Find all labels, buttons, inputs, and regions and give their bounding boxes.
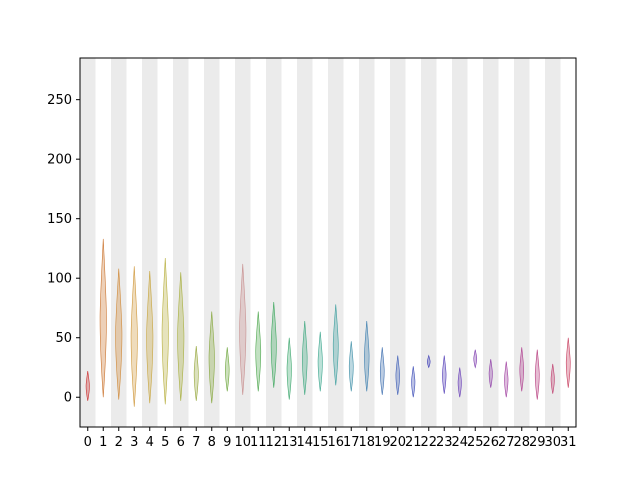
violin-6: [177, 272, 185, 401]
violin-25: [473, 349, 478, 369]
band-0: [80, 58, 96, 427]
x-tick-label-0: 0: [84, 435, 92, 450]
y-tick-label-250: 250: [47, 93, 72, 108]
violin-19: [379, 347, 385, 395]
band-26: [483, 58, 499, 427]
x-tick-label-31: 31: [560, 435, 577, 450]
x-tick-label-3: 3: [130, 435, 138, 450]
x-tick-label-17: 17: [343, 435, 360, 450]
band-4: [142, 58, 158, 427]
band-8: [204, 58, 220, 427]
y-tick-label-150: 150: [47, 212, 72, 227]
x-tick-label-5: 5: [161, 435, 169, 450]
background-bands: [80, 58, 561, 427]
violin-series: [85, 238, 571, 407]
x-tick-label-8: 8: [208, 435, 216, 450]
violin-1: [99, 238, 107, 398]
violin-23: [442, 355, 447, 394]
y-tick-label-0: 0: [64, 391, 72, 406]
x-tick-label-30: 30: [544, 435, 561, 450]
x-tick-label-25: 25: [467, 435, 484, 450]
violin-7: [193, 346, 199, 401]
x-tick-label-23: 23: [436, 435, 453, 450]
violin-28: [519, 347, 524, 392]
violin-31: [565, 337, 571, 388]
band-20: [390, 58, 406, 427]
violin-9: [225, 347, 230, 392]
band-16: [328, 58, 344, 427]
violin-29: [534, 349, 540, 400]
x-tick-label-13: 13: [281, 435, 298, 450]
x-tick-label-26: 26: [482, 435, 499, 450]
x-tick-label-4: 4: [146, 435, 154, 450]
band-6: [173, 58, 189, 427]
violin-22: [427, 354, 431, 369]
x-tick-label-15: 15: [312, 435, 329, 450]
x-tick-label-12: 12: [265, 435, 282, 450]
violin-5: [161, 257, 169, 405]
x-tick-label-11: 11: [250, 435, 267, 450]
violin-17: [348, 341, 354, 392]
violin-24: [457, 367, 462, 398]
band-14: [297, 58, 313, 427]
violin-11: [255, 311, 262, 392]
violin-12: [270, 301, 277, 388]
plot-frame: [79, 57, 577, 428]
band-30: [545, 58, 561, 427]
violin-20: [395, 355, 400, 395]
y-axis: 0 50 100 150 200 250: [47, 93, 80, 406]
y-tick-label-100: 100: [47, 272, 72, 287]
x-tick-label-7: 7: [192, 435, 200, 450]
x-tick-label-29: 29: [529, 435, 546, 450]
violin-27: [504, 361, 509, 398]
x-tick-label-6: 6: [177, 435, 185, 450]
band-22: [421, 58, 437, 427]
band-18: [359, 58, 375, 427]
x-tick-label-1: 1: [99, 435, 107, 450]
x-tick-label-10: 10: [234, 435, 251, 450]
band-24: [452, 58, 468, 427]
violin-14: [302, 321, 308, 395]
violin-8: [208, 311, 215, 404]
violin-30: [550, 363, 555, 394]
band-12: [266, 58, 282, 427]
violin-26: [488, 359, 493, 388]
band-10: [235, 58, 251, 427]
violin-4: [146, 271, 154, 404]
x-tick-label-22: 22: [420, 435, 437, 450]
x-tick-label-19: 19: [374, 435, 391, 450]
band-2: [111, 58, 127, 427]
violin-15: [317, 331, 323, 392]
y-tick-label-200: 200: [47, 153, 72, 168]
x-tick-label-2: 2: [115, 435, 123, 450]
x-tick-label-16: 16: [327, 435, 344, 450]
x-tick-label-28: 28: [513, 435, 530, 450]
x-tick-label-9: 9: [223, 435, 231, 450]
violin-13: [286, 337, 292, 400]
x-tick-label-18: 18: [358, 435, 375, 450]
x-tick-label-21: 21: [405, 435, 422, 450]
violin-10: [239, 263, 247, 395]
x-tick-label-27: 27: [498, 435, 515, 450]
violin-3: [130, 266, 138, 407]
band-28: [514, 58, 530, 427]
x-tick-label-20: 20: [389, 435, 406, 450]
violin-0: [85, 371, 90, 401]
y-tick-label-50: 50: [55, 331, 72, 346]
violin-16: [332, 304, 339, 386]
x-tick-label-24: 24: [451, 435, 468, 450]
x-tick-label-14: 14: [296, 435, 313, 450]
violin-2: [115, 268, 123, 400]
violin-18: [364, 321, 370, 392]
violin-21: [411, 366, 416, 398]
x-axis: 0 1 2 3 4 5 6 7 8 9 101112131415161718192021222324…: [84, 427, 577, 450]
